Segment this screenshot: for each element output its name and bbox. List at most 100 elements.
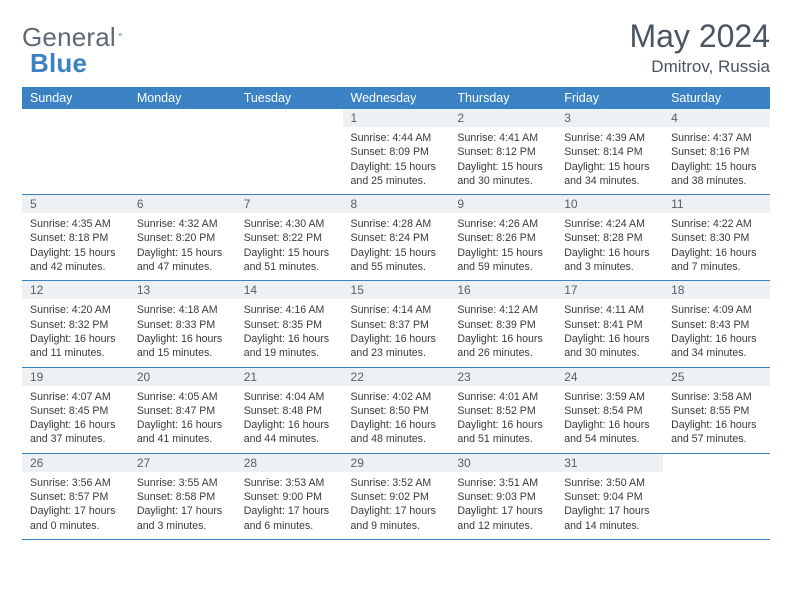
sunset-text: Sunset: 8:58 PM <box>137 490 228 504</box>
sunset-text: Sunset: 8:09 PM <box>351 145 442 159</box>
sunrise-text: Sunrise: 4:20 AM <box>30 303 121 317</box>
weekday-header: Sunday <box>22 87 129 109</box>
daylight-text: Daylight: 16 hours and 37 minutes. <box>30 418 121 447</box>
day-number: 27 <box>129 454 236 472</box>
daylight-text: Daylight: 16 hours and 51 minutes. <box>457 418 548 447</box>
day-number: 26 <box>22 454 129 472</box>
sunset-text: Sunset: 9:00 PM <box>244 490 335 504</box>
sunrise-text: Sunrise: 4:22 AM <box>671 217 762 231</box>
sunrise-text: Sunrise: 4:05 AM <box>137 390 228 404</box>
calendar-day-cell: 22Sunrise: 4:02 AMSunset: 8:50 PMDayligh… <box>343 367 450 453</box>
sunrise-text: Sunrise: 4:39 AM <box>564 131 655 145</box>
daylight-text: Daylight: 16 hours and 7 minutes. <box>671 246 762 275</box>
daylight-text: Daylight: 16 hours and 15 minutes. <box>137 332 228 361</box>
daylight-text: Daylight: 17 hours and 3 minutes. <box>137 504 228 533</box>
day-number: 5 <box>22 195 129 213</box>
day-info: Sunrise: 3:58 AMSunset: 8:55 PMDaylight:… <box>663 386 770 453</box>
day-number: 13 <box>129 281 236 299</box>
sunrise-text: Sunrise: 4:32 AM <box>137 217 228 231</box>
day-info: Sunrise: 4:26 AMSunset: 8:26 PMDaylight:… <box>449 213 556 280</box>
calendar-day-cell: 28Sunrise: 3:53 AMSunset: 9:00 PMDayligh… <box>236 453 343 539</box>
sunset-text: Sunset: 8:12 PM <box>457 145 548 159</box>
day-number: 7 <box>236 195 343 213</box>
calendar-day-cell: 27Sunrise: 3:55 AMSunset: 8:58 PMDayligh… <box>129 453 236 539</box>
calendar-day-cell: 15Sunrise: 4:14 AMSunset: 8:37 PMDayligh… <box>343 281 450 367</box>
sunset-text: Sunset: 8:14 PM <box>564 145 655 159</box>
daylight-text: Daylight: 15 hours and 59 minutes. <box>457 246 548 275</box>
daylight-text: Daylight: 15 hours and 25 minutes. <box>351 160 442 189</box>
calendar-table: Sunday Monday Tuesday Wednesday Thursday… <box>22 87 770 540</box>
sunset-text: Sunset: 8:20 PM <box>137 231 228 245</box>
day-info: Sunrise: 4:18 AMSunset: 8:33 PMDaylight:… <box>129 299 236 366</box>
sunset-text: Sunset: 8:26 PM <box>457 231 548 245</box>
day-number: 8 <box>343 195 450 213</box>
sunrise-text: Sunrise: 4:30 AM <box>244 217 335 231</box>
day-number: 23 <box>449 368 556 386</box>
daylight-text: Daylight: 16 hours and 34 minutes. <box>671 332 762 361</box>
day-info: Sunrise: 4:05 AMSunset: 8:47 PMDaylight:… <box>129 386 236 453</box>
calendar-day-cell: 30Sunrise: 3:51 AMSunset: 9:03 PMDayligh… <box>449 453 556 539</box>
sunrise-text: Sunrise: 4:02 AM <box>351 390 442 404</box>
sunset-text: Sunset: 9:03 PM <box>457 490 548 504</box>
sunset-text: Sunset: 8:32 PM <box>30 318 121 332</box>
calendar-day-cell: 12Sunrise: 4:20 AMSunset: 8:32 PMDayligh… <box>22 281 129 367</box>
sunrise-text: Sunrise: 3:53 AM <box>244 476 335 490</box>
day-number: 4 <box>663 109 770 127</box>
daylight-text: Daylight: 16 hours and 48 minutes. <box>351 418 442 447</box>
day-info: Sunrise: 4:09 AMSunset: 8:43 PMDaylight:… <box>663 299 770 366</box>
calendar-day-cell: 21Sunrise: 4:04 AMSunset: 8:48 PMDayligh… <box>236 367 343 453</box>
sunrise-text: Sunrise: 4:18 AM <box>137 303 228 317</box>
sunset-text: Sunset: 8:41 PM <box>564 318 655 332</box>
calendar-day-cell: 2Sunrise: 4:41 AMSunset: 8:12 PMDaylight… <box>449 109 556 195</box>
daylight-text: Daylight: 16 hours and 54 minutes. <box>564 418 655 447</box>
sunrise-text: Sunrise: 4:07 AM <box>30 390 121 404</box>
daylight-text: Daylight: 16 hours and 19 minutes. <box>244 332 335 361</box>
sunset-text: Sunset: 8:57 PM <box>30 490 121 504</box>
sunset-text: Sunset: 8:35 PM <box>244 318 335 332</box>
sunset-text: Sunset: 8:30 PM <box>671 231 762 245</box>
daylight-text: Daylight: 16 hours and 57 minutes. <box>671 418 762 447</box>
sunset-text: Sunset: 8:55 PM <box>671 404 762 418</box>
day-number: 10 <box>556 195 663 213</box>
daylight-text: Daylight: 17 hours and 12 minutes. <box>457 504 548 533</box>
daylight-text: Daylight: 15 hours and 30 minutes. <box>457 160 548 189</box>
day-info: Sunrise: 3:55 AMSunset: 8:58 PMDaylight:… <box>129 472 236 539</box>
day-info: Sunrise: 3:56 AMSunset: 8:57 PMDaylight:… <box>22 472 129 539</box>
sunrise-text: Sunrise: 3:59 AM <box>564 390 655 404</box>
sunset-text: Sunset: 9:04 PM <box>564 490 655 504</box>
weekday-header: Saturday <box>663 87 770 109</box>
day-number: 20 <box>129 368 236 386</box>
calendar-day-cell: 13Sunrise: 4:18 AMSunset: 8:33 PMDayligh… <box>129 281 236 367</box>
sunrise-text: Sunrise: 4:16 AM <box>244 303 335 317</box>
sunset-text: Sunset: 8:52 PM <box>457 404 548 418</box>
day-info: Sunrise: 4:14 AMSunset: 8:37 PMDaylight:… <box>343 299 450 366</box>
calendar-day-cell: 5Sunrise: 4:35 AMSunset: 8:18 PMDaylight… <box>22 195 129 281</box>
weekday-header: Wednesday <box>343 87 450 109</box>
calendar-day-cell: 10Sunrise: 4:24 AMSunset: 8:28 PMDayligh… <box>556 195 663 281</box>
day-info: Sunrise: 3:59 AMSunset: 8:54 PMDaylight:… <box>556 386 663 453</box>
daylight-text: Daylight: 15 hours and 55 minutes. <box>351 246 442 275</box>
sunset-text: Sunset: 8:24 PM <box>351 231 442 245</box>
header-row: General May 2024 Dmitrov, Russia <box>22 18 770 77</box>
calendar-day-cell: 19Sunrise: 4:07 AMSunset: 8:45 PMDayligh… <box>22 367 129 453</box>
day-info: Sunrise: 4:12 AMSunset: 8:39 PMDaylight:… <box>449 299 556 366</box>
day-number: 21 <box>236 368 343 386</box>
sunrise-text: Sunrise: 3:58 AM <box>671 390 762 404</box>
sunrise-text: Sunrise: 4:09 AM <box>671 303 762 317</box>
sunrise-text: Sunrise: 4:04 AM <box>244 390 335 404</box>
calendar-day-cell: 8 Sunrise: 4:28 AMSunset: 8:24 PMDaylight… <box>343 195 450 281</box>
daylight-text: Daylight: 16 hours and 26 minutes. <box>457 332 548 361</box>
sunset-text: Sunset: 8:33 PM <box>137 318 228 332</box>
weekday-header: Thursday <box>449 87 556 109</box>
sunset-text: Sunset: 8:16 PM <box>671 145 762 159</box>
calendar-day-cell: 24Sunrise: 3:59 AMSunset: 8:54 PMDayligh… <box>556 367 663 453</box>
sunrise-text: Sunrise: 4:28 AM <box>351 217 442 231</box>
day-info: Sunrise: 4:07 AMSunset: 8:45 PMDaylight:… <box>22 386 129 453</box>
calendar-day-cell <box>663 453 770 539</box>
calendar-day-cell <box>22 109 129 195</box>
day-info: Sunrise: 4:04 AMSunset: 8:48 PMDaylight:… <box>236 386 343 453</box>
calendar-day-cell: 9Sunrise: 4:26 AMSunset: 8:26 PMDaylight… <box>449 195 556 281</box>
sunset-text: Sunset: 8:22 PM <box>244 231 335 245</box>
month-title: May 2024 <box>629 18 770 55</box>
day-number: 28 <box>236 454 343 472</box>
